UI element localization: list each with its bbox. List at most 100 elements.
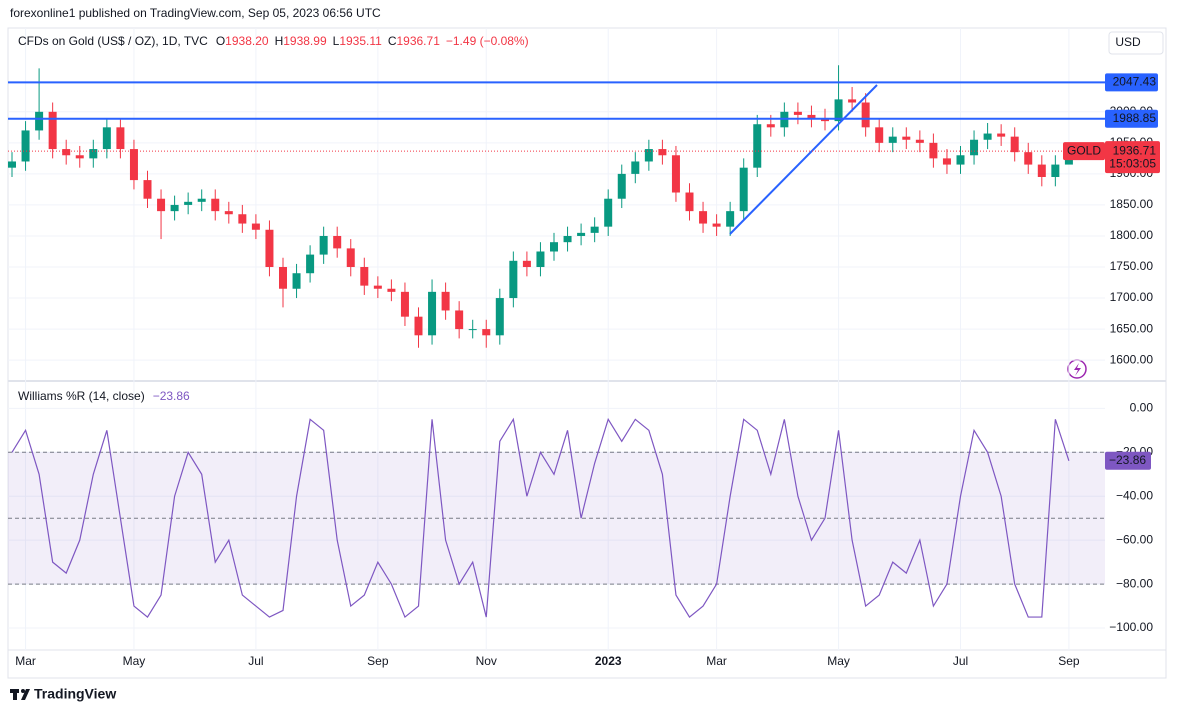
candle-body	[956, 155, 965, 165]
legend-key: H	[275, 34, 284, 48]
x-tick-label: Mar	[15, 654, 36, 668]
countdown-label: 15:03:05	[1109, 156, 1156, 170]
indicator-line	[11, 417, 1070, 619]
indicator-value: −23.86	[153, 389, 190, 403]
candle-body	[631, 161, 640, 174]
candle-body	[62, 149, 71, 156]
y-tick-label: −40.00	[1116, 488, 1153, 502]
x-tick-label: Sep	[1058, 654, 1080, 668]
candle-body	[387, 288, 396, 292]
candle-body	[522, 260, 531, 268]
candle-body	[184, 201, 193, 205]
candle-body	[495, 298, 504, 336]
trend-line	[729, 84, 878, 235]
candle-body	[170, 204, 179, 212]
x-tick-label: May	[123, 654, 146, 668]
candle-body	[468, 329, 477, 331]
symbol-label: GOLD	[1067, 143, 1101, 157]
candle-body	[671, 155, 680, 193]
candle-body	[360, 267, 369, 286]
x-tick-label: Jul	[248, 654, 263, 668]
y-tick-label: −80.00	[1116, 576, 1153, 590]
legend-value: 1935.11	[339, 34, 382, 48]
candle-body	[902, 136, 911, 140]
candle-body	[997, 133, 1006, 137]
candle-body	[279, 267, 287, 289]
candle-body	[238, 214, 247, 224]
candle-body	[807, 114, 816, 119]
candle-body	[116, 127, 125, 150]
candle-body	[509, 260, 518, 299]
last-price-box	[1105, 141, 1160, 174]
candle-body	[658, 149, 667, 156]
legend-key: L	[333, 34, 340, 48]
legend-key: C	[388, 34, 397, 48]
level-label-box	[1105, 109, 1158, 128]
candle-body	[834, 99, 843, 122]
candle-body	[848, 99, 857, 103]
alert-bolt	[1074, 363, 1081, 376]
y-tick-label: 1600.00	[1110, 352, 1154, 366]
candle-body	[400, 291, 409, 317]
y-tick-label: 1700.00	[1110, 290, 1154, 304]
y-tick-label: 0.00	[1130, 401, 1154, 415]
x-tick-label: Jul	[953, 654, 968, 668]
currency-button[interactable]	[1108, 31, 1164, 55]
candle-body	[699, 211, 708, 224]
brand: TradingView	[34, 686, 116, 702]
candle-body	[888, 136, 897, 143]
candle-body	[129, 149, 138, 181]
indicator-last-box	[1105, 451, 1151, 470]
indicator-legend: Williams %R (14, close) −23.86	[18, 389, 190, 403]
candle-body	[942, 158, 951, 165]
level-label: 2047.43	[1113, 75, 1157, 89]
candle-body	[75, 155, 84, 159]
candle-body	[753, 124, 762, 168]
candle-body	[983, 133, 992, 140]
candle-body	[8, 161, 16, 168]
x-tick-label: Sep	[367, 654, 389, 668]
candle-body	[590, 226, 599, 233]
candle-body	[861, 102, 870, 128]
y-tick-label: 1800.00	[1110, 228, 1154, 242]
candle-body	[265, 229, 274, 268]
legend-change: −1.49 (−0.08%)	[446, 34, 529, 48]
x-tick-label: Mar	[706, 654, 727, 668]
candle-body	[346, 248, 355, 268]
candle-body	[793, 111, 802, 115]
candle-body	[333, 235, 342, 249]
candle-body	[685, 192, 694, 212]
candle-body	[373, 285, 382, 289]
y-tick-label: 1850.00	[1110, 197, 1154, 211]
chart-title: CFDs on Gold (US$ / OZ), 1D, TVC	[18, 34, 208, 48]
candle-body	[1051, 164, 1060, 177]
candle-body	[644, 149, 653, 162]
candle-body	[577, 232, 586, 236]
candle-body	[319, 235, 328, 255]
candle-body	[739, 167, 748, 212]
footer-logo	[10, 689, 30, 700]
candle-body	[21, 130, 30, 162]
y-tick-label: −60.00	[1116, 532, 1153, 546]
candle-body	[306, 254, 315, 274]
candle-body	[211, 198, 220, 212]
indicator-title: Williams %R (14, close)	[18, 389, 145, 403]
candle-body	[712, 223, 721, 227]
currency-label: USD	[1115, 35, 1141, 49]
y-tick-label: 1650.00	[1110, 321, 1154, 335]
x-tick-label: 2023	[595, 654, 622, 668]
candle-body	[550, 242, 558, 252]
symbol-label-box	[1063, 142, 1105, 161]
candle-body	[143, 180, 152, 199]
candle-body	[970, 139, 979, 156]
candle-body	[536, 251, 545, 268]
candle-body	[1024, 152, 1033, 165]
candle-body	[157, 198, 166, 212]
legend-value: 1938.99	[283, 34, 327, 48]
candle-body	[875, 127, 884, 143]
candle-body	[455, 310, 464, 330]
candle-body	[35, 111, 44, 131]
candle-body	[414, 316, 423, 336]
level-label: 1988.85	[1113, 111, 1157, 125]
